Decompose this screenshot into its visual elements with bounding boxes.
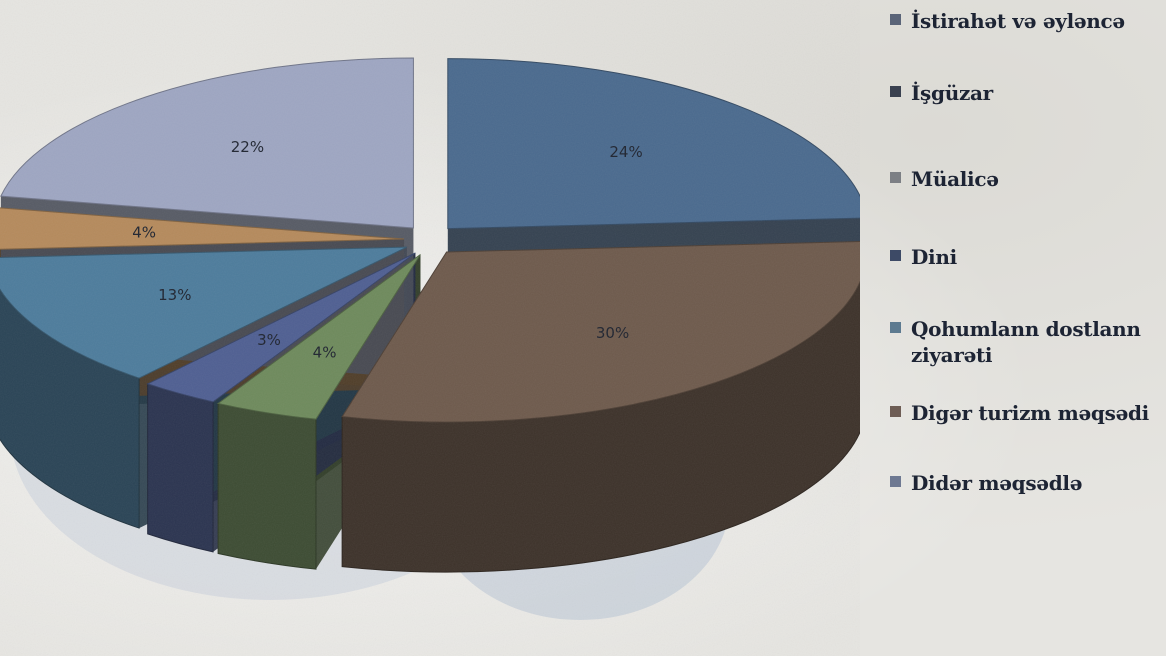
pie-chart: 24%30%4%3%13%4%22% (0, 0, 860, 656)
legend-swatch (890, 172, 901, 183)
legend-item: Qohumlann dostlann ziyarəti (890, 316, 1166, 368)
legend-item: Digər turizm məqsədi (890, 400, 1149, 426)
legend-label: Qohumlann dostlann ziyarəti (911, 317, 1141, 367)
legend-item: Dini (890, 244, 957, 270)
legend-label: Dini (911, 245, 957, 269)
legend-swatch (890, 250, 901, 261)
legend-label: Digər turizm məqsədi (911, 401, 1149, 425)
legend-swatch (890, 14, 901, 25)
legend-label: İstirahət və əyləncə (911, 9, 1125, 33)
legend-label: Müalicə (911, 167, 999, 191)
legend-item: Didər məqsədlə (890, 470, 1082, 496)
legend: İstirahət və əyləncə İşgüzar Müalicə Dini Qo… (890, 0, 1166, 656)
legend-label: İşgüzar (911, 81, 993, 105)
legend-label: Didər məqsədlə (911, 471, 1083, 495)
legend-swatch (890, 322, 901, 333)
legend-swatch (890, 406, 901, 417)
legend-item: İstirahət və əyləncə (890, 8, 1125, 34)
grain-overlay (0, 0, 860, 656)
legend-swatch (890, 476, 901, 487)
legend-swatch (890, 86, 901, 97)
legend-item: Müalicə (890, 166, 999, 192)
legend-item: İşgüzar (890, 80, 993, 106)
